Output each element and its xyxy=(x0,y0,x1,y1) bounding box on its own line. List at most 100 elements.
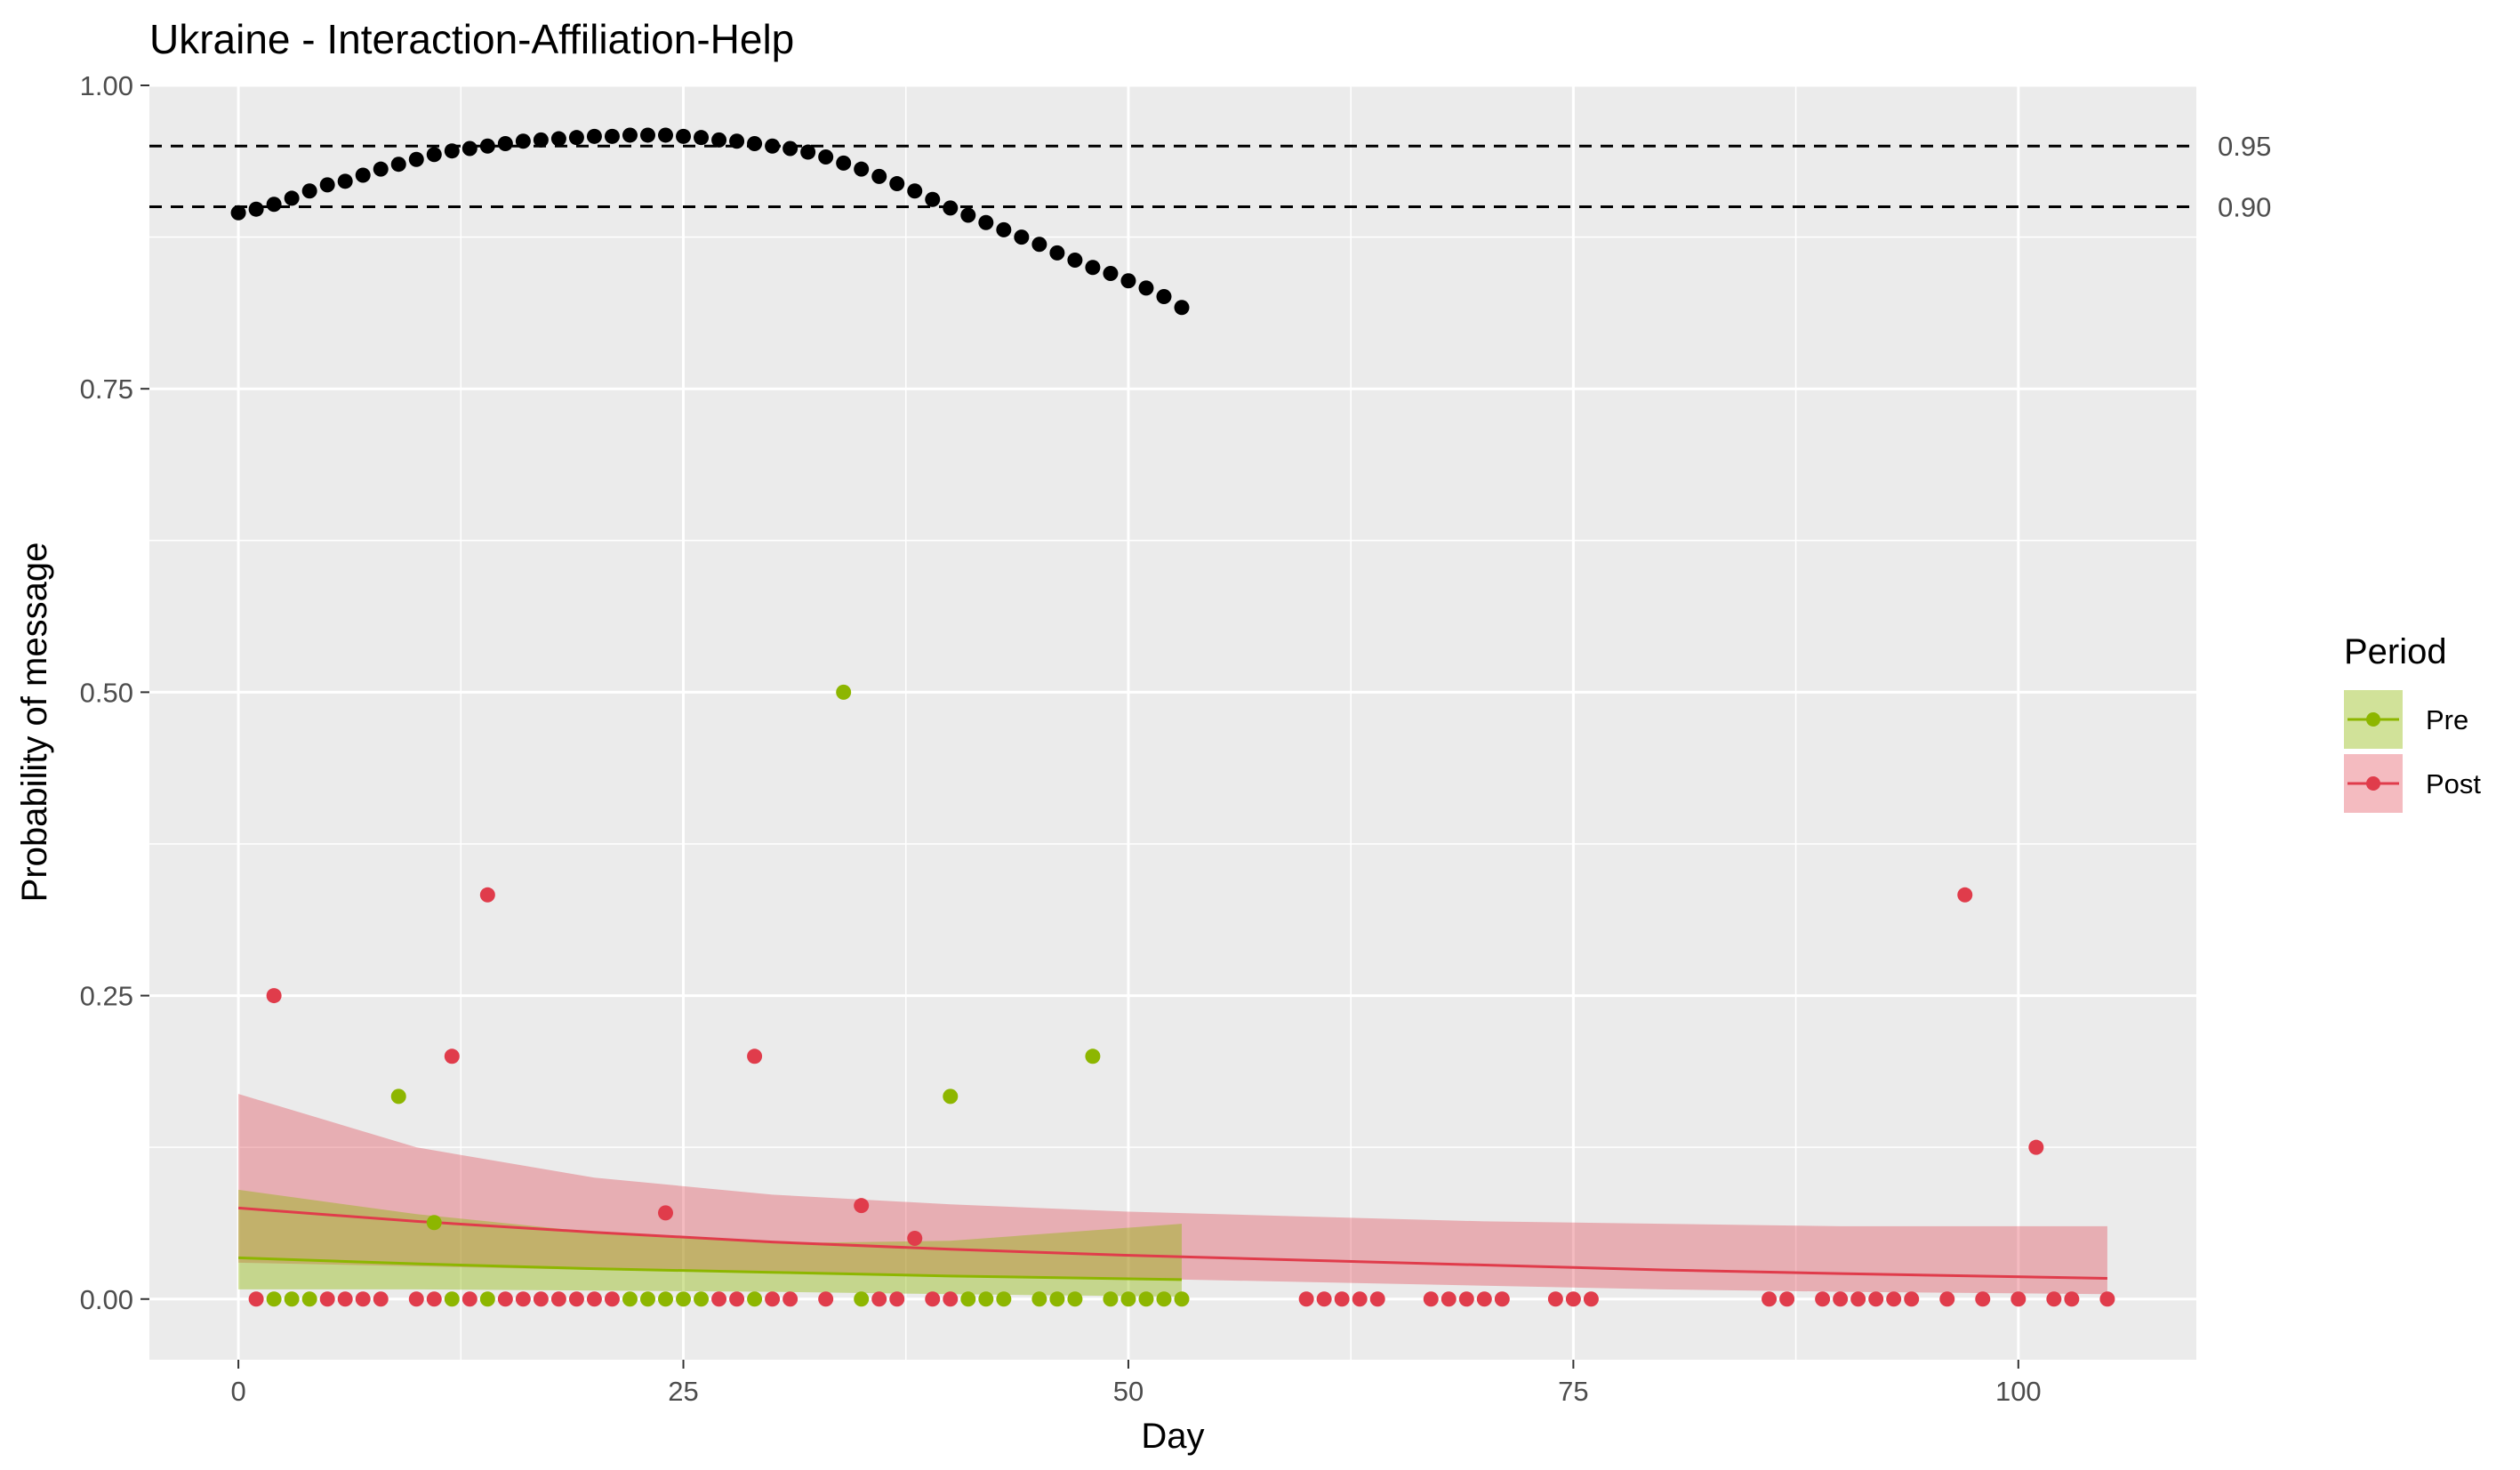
point-post xyxy=(337,1291,353,1307)
point-confidence xyxy=(836,155,852,171)
point-post xyxy=(1939,1291,1955,1307)
point-pre xyxy=(1085,1048,1101,1064)
fit-lines xyxy=(237,1206,2107,1281)
axes: 0 25 50 75 100 0.00 0.25 0.50 0.75 1.00 xyxy=(80,70,2042,1407)
point-post xyxy=(782,1291,799,1307)
legend-key-pre-dot xyxy=(2366,712,2380,727)
y-tick-label: 1.00 xyxy=(80,70,133,101)
point-pre xyxy=(694,1291,710,1307)
point-post xyxy=(1334,1291,1350,1307)
point-pre xyxy=(390,1088,406,1105)
point-post xyxy=(1547,1291,1563,1307)
point-pre xyxy=(301,1291,317,1307)
point-confidence xyxy=(782,141,799,157)
point-post xyxy=(1904,1291,1920,1307)
point-post xyxy=(444,1048,460,1064)
point-confidence xyxy=(444,143,460,159)
point-confidence xyxy=(1103,266,1119,282)
point-confidence xyxy=(729,133,745,149)
point-post xyxy=(1850,1291,1866,1307)
point-pre xyxy=(1156,1291,1172,1307)
point-confidence xyxy=(943,200,959,216)
point-confidence xyxy=(676,128,692,144)
point-confidence xyxy=(765,138,781,154)
point-confidence xyxy=(818,149,834,165)
point-post xyxy=(497,1291,513,1307)
point-confidence xyxy=(355,167,371,183)
point-confidence xyxy=(1031,237,1047,253)
point-post xyxy=(1476,1291,1492,1307)
point-post xyxy=(2064,1291,2080,1307)
point-pre xyxy=(444,1291,460,1307)
point-confidence xyxy=(1014,229,1030,245)
point-pre xyxy=(266,1291,282,1307)
point-post xyxy=(1779,1291,1795,1307)
chart-title: Ukraine - Interaction-Affiliation-Help xyxy=(149,16,794,62)
point-pre xyxy=(943,1088,959,1105)
legend-key-post-dot xyxy=(2366,776,2380,791)
point-pre xyxy=(996,1291,1012,1307)
point-confidence xyxy=(497,136,513,152)
point-post xyxy=(658,1205,674,1221)
fit-line-pre xyxy=(238,1256,1183,1281)
point-confidence xyxy=(319,177,335,193)
point-pre xyxy=(426,1215,442,1231)
point-confidence xyxy=(248,201,264,217)
point-post xyxy=(2010,1291,2026,1307)
point-post xyxy=(461,1291,478,1307)
point-post xyxy=(586,1291,602,1307)
point-post xyxy=(1975,1291,1991,1307)
point-confidence xyxy=(479,138,495,154)
point-post xyxy=(248,1291,264,1307)
point-post xyxy=(1298,1291,1314,1307)
point-post xyxy=(1762,1291,1778,1307)
point-post xyxy=(2046,1291,2062,1307)
point-post xyxy=(408,1291,424,1307)
point-confidence xyxy=(301,183,317,199)
point-post xyxy=(1369,1291,1385,1307)
point-confidence xyxy=(658,127,674,143)
point-confidence xyxy=(426,147,442,163)
point-post xyxy=(854,1198,870,1214)
point-pre xyxy=(284,1291,300,1307)
point-post xyxy=(1868,1291,1884,1307)
point-post xyxy=(729,1291,745,1307)
point-post xyxy=(2028,1139,2044,1155)
point-post xyxy=(1458,1291,1474,1307)
point-post xyxy=(1815,1291,1831,1307)
point-confidence xyxy=(871,168,887,184)
legend-item-post: Post xyxy=(2344,754,2481,813)
point-pre xyxy=(1031,1291,1047,1307)
point-pre xyxy=(658,1291,674,1307)
point-post xyxy=(1583,1291,1599,1307)
point-pre xyxy=(639,1291,655,1307)
point-post xyxy=(1886,1291,1902,1307)
point-confidence xyxy=(1049,245,1065,261)
point-confidence xyxy=(1085,260,1101,276)
point-post xyxy=(925,1291,941,1307)
point-post xyxy=(550,1291,566,1307)
point-confidence xyxy=(337,173,353,189)
point-pre xyxy=(1067,1291,1083,1307)
point-pre xyxy=(1138,1291,1154,1307)
point-post xyxy=(533,1291,549,1307)
point-post xyxy=(355,1291,371,1307)
point-confidence xyxy=(390,157,406,173)
point-post xyxy=(1441,1291,1457,1307)
point-pre xyxy=(747,1291,763,1307)
point-confidence xyxy=(533,132,549,148)
point-post xyxy=(1833,1291,1849,1307)
confidence-ribbons xyxy=(238,1094,2107,1297)
y-axis-title: Probability of message xyxy=(15,542,54,903)
point-post xyxy=(943,1291,959,1307)
point-pre xyxy=(836,684,852,700)
point-confidence xyxy=(266,197,282,213)
point-confidence xyxy=(711,132,727,148)
point-confidence xyxy=(960,207,976,223)
y-tick-label: 0.75 xyxy=(80,374,133,405)
point-confidence xyxy=(907,183,923,199)
point-confidence xyxy=(284,190,300,206)
point-confidence xyxy=(694,130,710,146)
point-confidence xyxy=(639,127,655,143)
